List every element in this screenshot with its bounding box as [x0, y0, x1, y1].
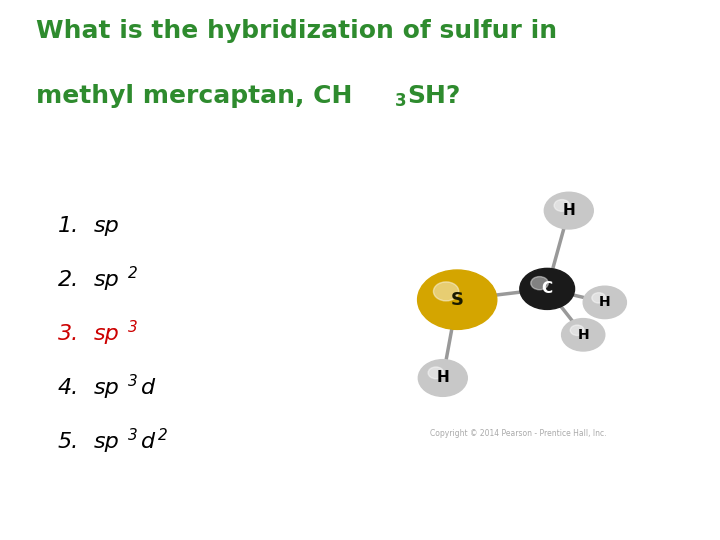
Text: SH?: SH?	[408, 84, 461, 107]
Text: d: d	[141, 432, 156, 452]
Circle shape	[583, 286, 626, 319]
Circle shape	[554, 200, 570, 211]
Circle shape	[520, 268, 575, 309]
Text: sp: sp	[94, 378, 120, 398]
Circle shape	[433, 282, 459, 301]
Text: 3.: 3.	[58, 324, 79, 344]
Text: H: H	[599, 295, 611, 309]
Circle shape	[428, 367, 444, 379]
Circle shape	[592, 293, 606, 303]
Circle shape	[562, 319, 605, 351]
Text: C: C	[541, 281, 553, 296]
Text: 3: 3	[128, 428, 138, 443]
Circle shape	[531, 276, 549, 290]
Circle shape	[418, 270, 497, 329]
Text: H: H	[562, 203, 575, 218]
Text: 3: 3	[128, 320, 138, 335]
Text: H: H	[577, 328, 589, 342]
Circle shape	[544, 192, 593, 229]
Text: 2: 2	[158, 428, 168, 443]
Text: 4.: 4.	[58, 378, 79, 398]
Text: 1.: 1.	[58, 216, 79, 236]
Text: sp: sp	[94, 324, 120, 344]
Circle shape	[570, 325, 584, 335]
Text: sp: sp	[94, 432, 120, 452]
Text: 2.: 2.	[58, 270, 79, 290]
Text: 5.: 5.	[58, 432, 79, 452]
Text: sp: sp	[94, 216, 120, 236]
Text: Copyright © 2014 Pearson - Prentice Hall, Inc.: Copyright © 2014 Pearson - Prentice Hall…	[430, 429, 607, 438]
Text: sp: sp	[94, 270, 120, 290]
Text: 3: 3	[128, 374, 138, 389]
Text: d: d	[141, 378, 156, 398]
Text: methyl mercaptan, CH: methyl mercaptan, CH	[36, 84, 352, 107]
Text: S: S	[451, 291, 464, 309]
Text: 3: 3	[395, 92, 406, 110]
Text: 2: 2	[128, 266, 138, 281]
Text: H: H	[436, 370, 449, 386]
Text: What is the hybridization of sulfur in: What is the hybridization of sulfur in	[36, 19, 557, 43]
Circle shape	[418, 360, 467, 396]
